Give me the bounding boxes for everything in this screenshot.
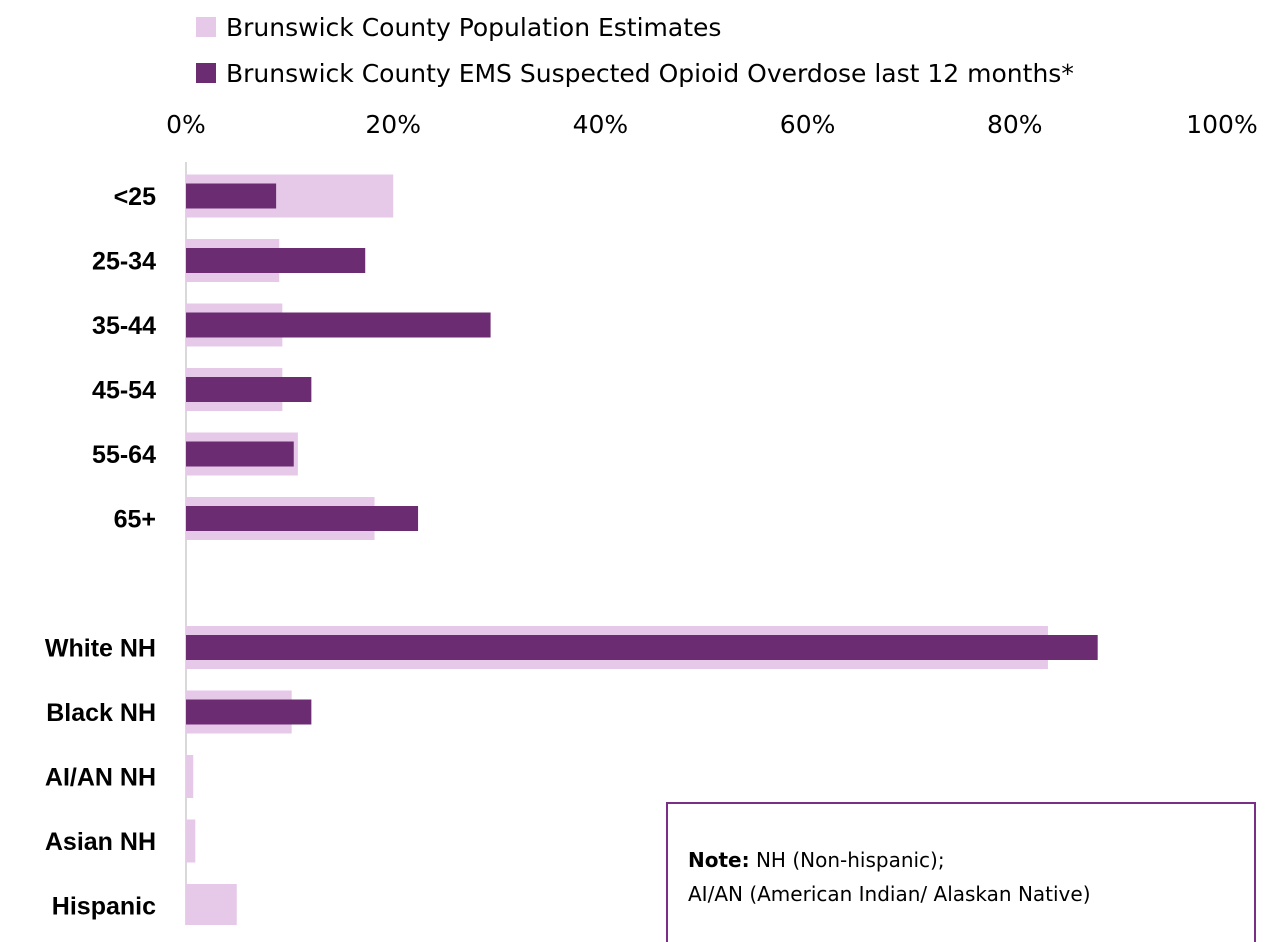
note-box: Note: NH (Non-hispanic); AI/AN (American…: [666, 802, 1256, 942]
bar-ems-overdose: [186, 699, 312, 725]
category-labels: <25 25-34 35-44 45-54 55-64 65+ White NH Black …: [45, 183, 156, 921]
category-label: <25: [114, 183, 157, 211]
x-tick-label: 100%: [1186, 110, 1257, 139]
legend: Brunswick County Population Estimates Bru…: [196, 13, 1074, 88]
bars: [186, 174, 1098, 925]
bar-ems-overdose: [186, 441, 294, 467]
category-label: White NH: [45, 635, 156, 663]
bar-population: [186, 819, 196, 863]
bar-ems-overdose: [186, 183, 277, 209]
bar-population: [186, 755, 194, 798]
category-label: Asian NH: [45, 828, 156, 856]
legend-swatch-1: [196, 17, 216, 37]
x-tick-label: 0%: [166, 110, 206, 139]
bar-ems-overdose: [186, 377, 312, 402]
note-label: Note:: [688, 848, 750, 872]
category-label: 45-54: [92, 377, 156, 405]
x-tick-label: 80%: [987, 110, 1043, 139]
legend-label-2: Brunswick County EMS Suspected Opioid Ov…: [226, 59, 1074, 88]
category-label: AI/AN NH: [45, 764, 156, 792]
x-axis-ticks: 0% 20% 40% 60% 80% 100%: [166, 110, 1258, 139]
x-tick-label: 40%: [573, 110, 629, 139]
x-tick-label: 60%: [780, 110, 836, 139]
bar-ems-overdose: [186, 635, 1098, 660]
category-label: 35-44: [92, 312, 156, 340]
category-label: Hispanic: [52, 893, 156, 921]
legend-swatch-2: [196, 63, 216, 83]
bar-population: [186, 884, 237, 925]
bar-ems-overdose: [186, 248, 366, 273]
note-text-2: AI/AN (American Indian/ Alaskan Native): [688, 882, 1091, 906]
category-label: 65+: [114, 506, 156, 534]
category-label: 55-64: [92, 441, 156, 469]
bar-ems-overdose: [186, 506, 419, 531]
category-label: 25-34: [92, 248, 156, 276]
note-line-1: Note: NH (Non-hispanic);: [688, 848, 945, 872]
category-label: Black NH: [46, 699, 156, 727]
x-tick-label: 20%: [365, 110, 421, 139]
note-text-1: NH (Non-hispanic);: [749, 848, 945, 872]
legend-label-1: Brunswick County Population Estimates: [226, 13, 721, 42]
bar-ems-overdose: [186, 312, 491, 338]
